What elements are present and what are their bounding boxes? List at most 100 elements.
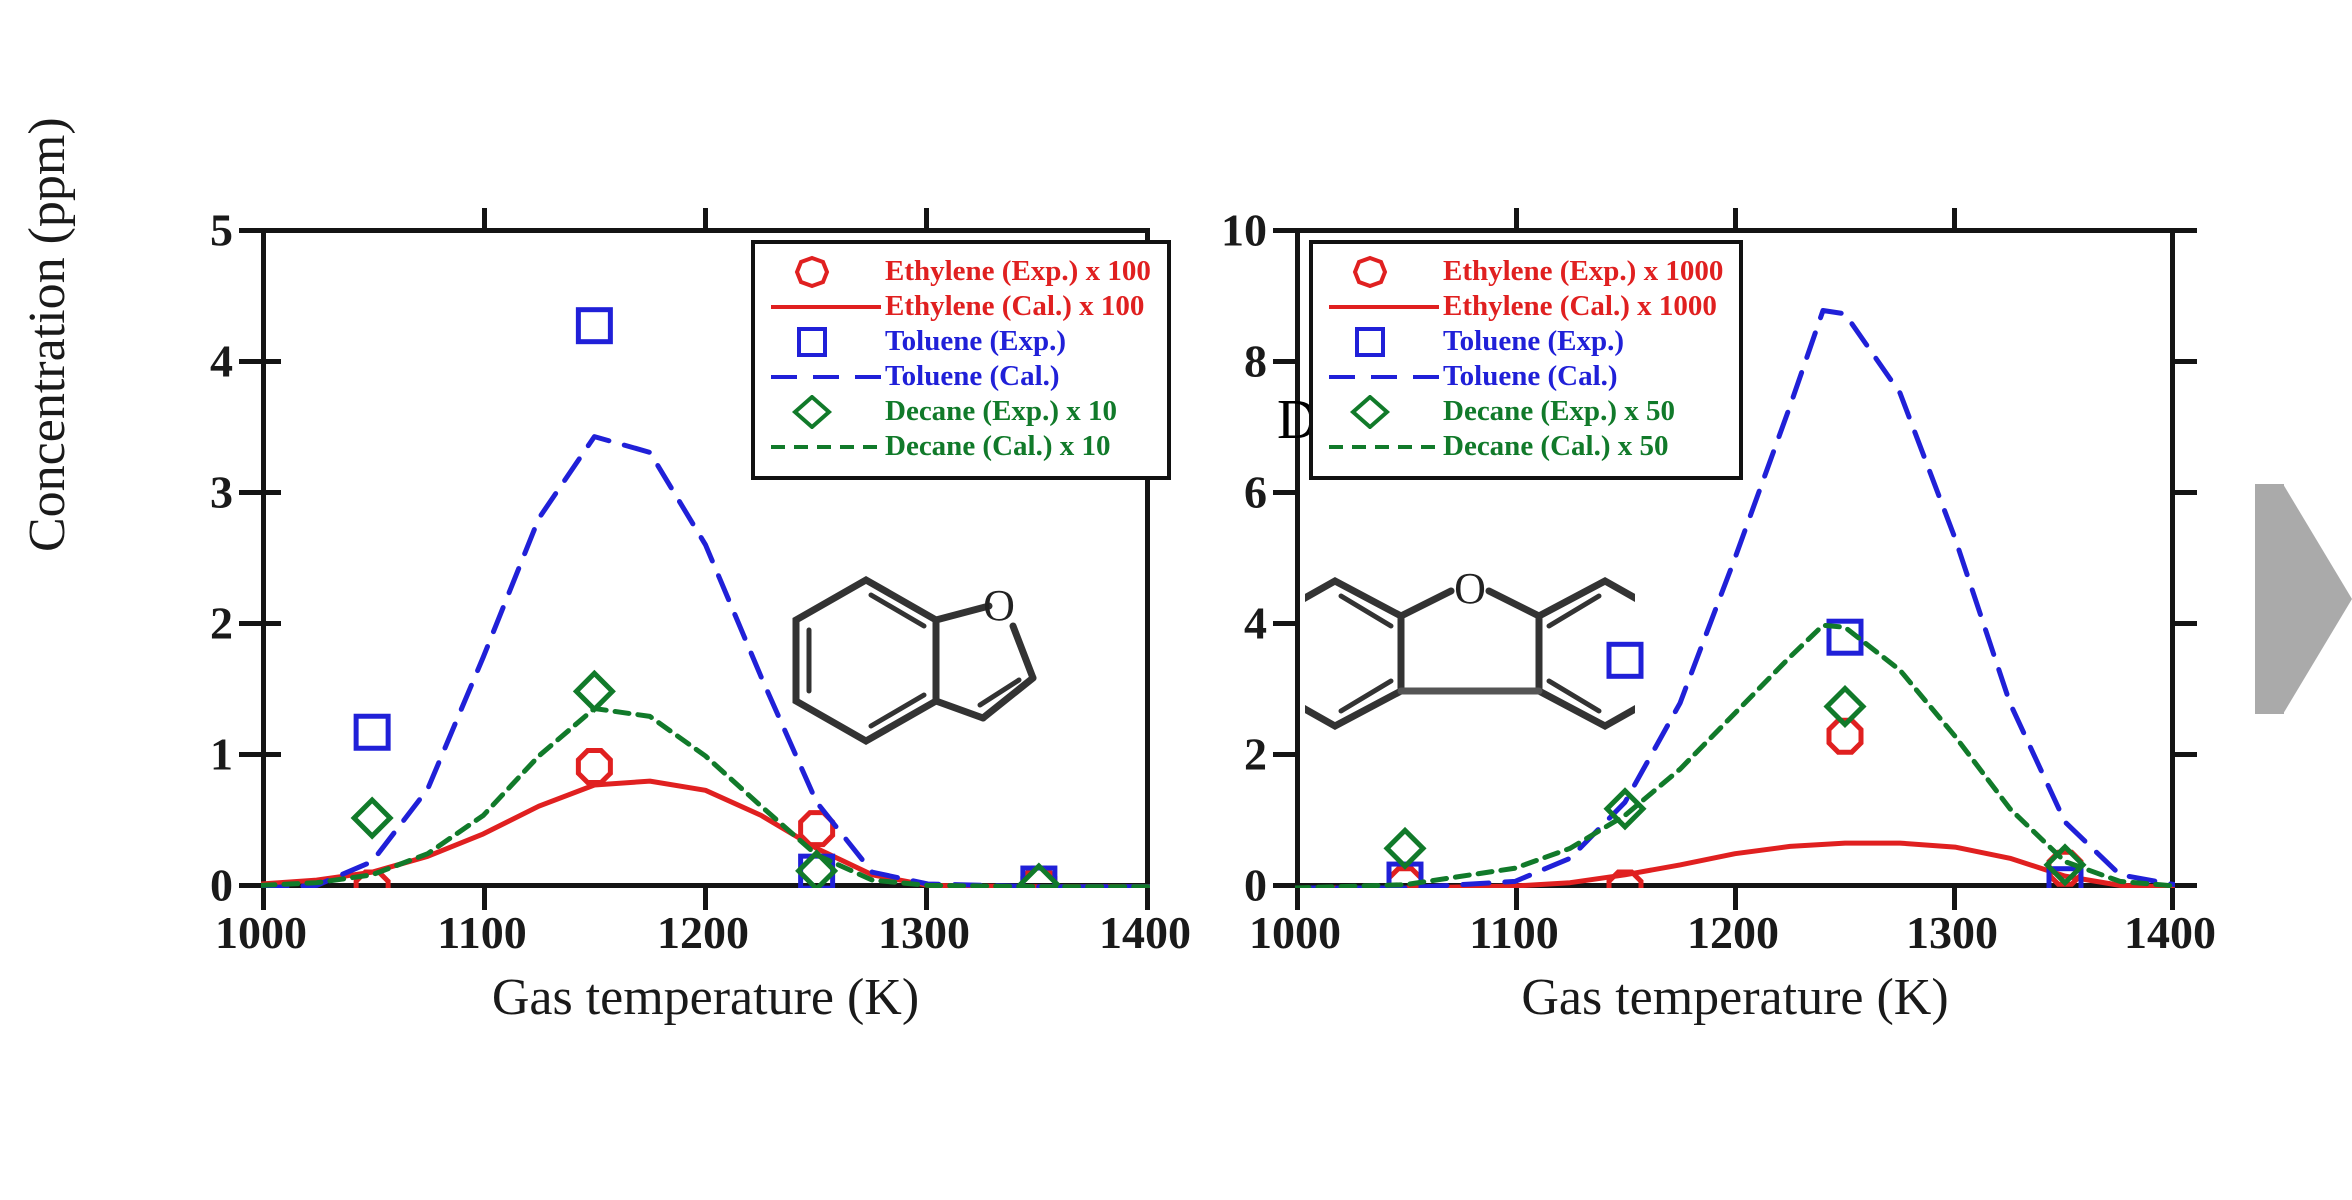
y-tick-4 <box>1273 621 1295 626</box>
legend-item: Toluene (Cal.) <box>1325 359 1723 394</box>
oxygen-atom-label: O <box>1454 564 1486 613</box>
y-tick-label-6: 6 <box>1244 466 1267 518</box>
x-tick-label-1000: 1000 <box>215 907 307 958</box>
y-tick-label-8: 8 <box>1244 335 1267 387</box>
data-point-circle <box>575 748 613 786</box>
y-tick-right-10 <box>2175 228 2197 233</box>
series-line-toluene-cal- <box>261 434 1150 888</box>
y-axis-title: Concentration (ppm) <box>19 117 76 552</box>
legend-key-solid-line-red <box>767 290 885 324</box>
y-tick-in-1 <box>261 752 281 757</box>
legend-label: Decane (Exp.) x 10 <box>885 395 1117 427</box>
x-tick-top-1300 <box>924 208 929 228</box>
series-line-decane-cal-x-50 <box>1295 622 2175 888</box>
legend-item: Toluene (Exp.) <box>767 324 1151 359</box>
data-point-diamond <box>2043 843 2087 887</box>
y-tick-in-3 <box>261 490 281 495</box>
legend-key-dashed-line-blue <box>767 360 885 394</box>
next-slide-arrow-icon[interactable] <box>2283 484 2352 714</box>
benzofuran-structure-icon: O <box>792 575 1037 746</box>
y-tick-label-0: 0 <box>210 859 233 911</box>
data-point-square <box>575 307 613 345</box>
x-tick-label-1300: 1300 <box>878 907 970 958</box>
data-point-square <box>2046 866 2084 888</box>
x-tick-1300 <box>1952 888 1957 910</box>
legend-key-square-blue <box>1325 325 1443 359</box>
next-arrow-stem[interactable] <box>2255 484 2284 714</box>
y-tick-6 <box>1273 490 1295 495</box>
y-tick-in-2 <box>261 621 281 626</box>
series-line-ethylene-cal-x-1000 <box>1295 840 2175 888</box>
y-tick-5 <box>239 228 261 233</box>
y-tick-3 <box>239 490 261 495</box>
oxygen-atom-label: O <box>983 581 1015 630</box>
legend-item: Ethylene (Cal.) x 100 <box>767 289 1151 324</box>
legend-item: Ethylene (Cal.) x 1000 <box>1325 289 1723 324</box>
legend-label: Ethylene (Exp.) x 100 <box>885 255 1151 287</box>
legend-item: Toluene (Cal.) <box>767 359 1151 394</box>
legend-label: Decane (Exp.) x 50 <box>1443 395 1675 427</box>
chart-panel-dibenzofuran: 0 2 4 6 8 10 1000 1100 1200 1300 1400 Di… <box>1221 205 2216 1027</box>
y-tick-label-0: 0 <box>1244 859 1267 911</box>
legend-key-diamond-green <box>767 393 885 430</box>
legend-key-dotted-line-green <box>767 430 885 464</box>
plot-data-area <box>1295 308 2175 888</box>
y-tick-label-5: 5 <box>210 204 233 256</box>
y-tick-in-4 <box>261 359 281 364</box>
y-tick-0 <box>1273 883 1295 888</box>
legend-label: Toluene (Cal.) <box>885 360 1060 392</box>
x-tick-top-1100 <box>1514 208 1519 228</box>
x-tick-label-1300: 1300 <box>1906 907 1998 958</box>
data-point-circle <box>1826 717 1864 755</box>
x-axis-title-right: Gas temperature (K) <box>1521 969 1949 1026</box>
y-tick-label-1: 1 <box>210 728 233 780</box>
y-tick-10 <box>1273 228 1295 233</box>
legend-label: Ethylene (Exp.) x 1000 <box>1443 255 1724 287</box>
x-tick-1100 <box>482 888 487 910</box>
x-tick-top-1100 <box>482 208 487 228</box>
y-tick-right-6 <box>2175 490 2197 495</box>
x-tick-1400 <box>1145 888 1150 910</box>
legend-item: Toluene (Exp.) <box>1325 324 1723 359</box>
x-tick-1000 <box>261 888 266 910</box>
x-tick-1300 <box>924 888 929 910</box>
dibenzofuran-structure-icon: O <box>1305 564 1635 730</box>
legend-item: Ethylene (Exp.) x 1000 <box>1325 254 1723 289</box>
data-point-square <box>353 713 391 751</box>
x-tick-1400 <box>2170 888 2175 910</box>
legend-key-solid-line-red <box>1325 290 1443 324</box>
y-tick-label-4: 4 <box>210 335 233 387</box>
x-tick-label-1400: 1400 <box>1099 907 1191 958</box>
legend-benzofuran: Ethylene (Exp.) x 100 Ethylene (Cal.) x … <box>751 240 1171 480</box>
legend-label: Ethylene (Cal.) x 100 <box>885 290 1145 322</box>
legend-key-dotted-line-green <box>1325 430 1443 464</box>
data-point-diamond <box>1383 826 1427 870</box>
x-tick-top-1300 <box>1952 208 1957 228</box>
y-tick-label-2: 2 <box>210 597 233 649</box>
legend-key-circle-red <box>767 255 885 289</box>
legend-item: Ethylene (Exp.) x 100 <box>767 254 1151 289</box>
y-tick-label-4: 4 <box>1244 597 1267 649</box>
y-tick-label-2: 2 <box>1244 728 1267 780</box>
legend-label: Ethylene (Cal.) x 1000 <box>1443 290 1717 322</box>
x-tick-label-1200: 1200 <box>657 907 749 958</box>
x-tick-1200 <box>1733 888 1738 910</box>
y-tick-label-10: 10 <box>1221 204 1267 256</box>
y-tick-right-4 <box>2175 621 2197 626</box>
y-tick-right-0 <box>2175 883 2197 888</box>
x-tick-label-1100: 1100 <box>1469 907 1559 958</box>
y-tick-1 <box>239 752 261 757</box>
legend-key-diamond-green <box>1325 393 1443 430</box>
chart-panel-benzofuran: 0 1 2 3 4 5 1000 1100 1200 1300 1400 Be <box>210 205 1191 1027</box>
data-point-diamond <box>572 669 616 713</box>
legend-label: Toluene (Exp.) <box>885 325 1067 357</box>
legend-item: Decane (Cal.) x 50 <box>1325 429 1723 464</box>
legend-key-dashed-line-blue <box>1325 360 1443 394</box>
legend-label: Decane (Cal.) x 10 <box>885 430 1111 462</box>
x-tick-label-1000: 1000 <box>1249 907 1341 958</box>
x-tick-1200 <box>703 888 708 910</box>
y-tick-8 <box>1273 359 1295 364</box>
x-tick-top-1200 <box>703 208 708 228</box>
legend-item: Decane (Cal.) x 10 <box>767 429 1151 464</box>
legend-key-circle-red <box>1325 255 1443 289</box>
